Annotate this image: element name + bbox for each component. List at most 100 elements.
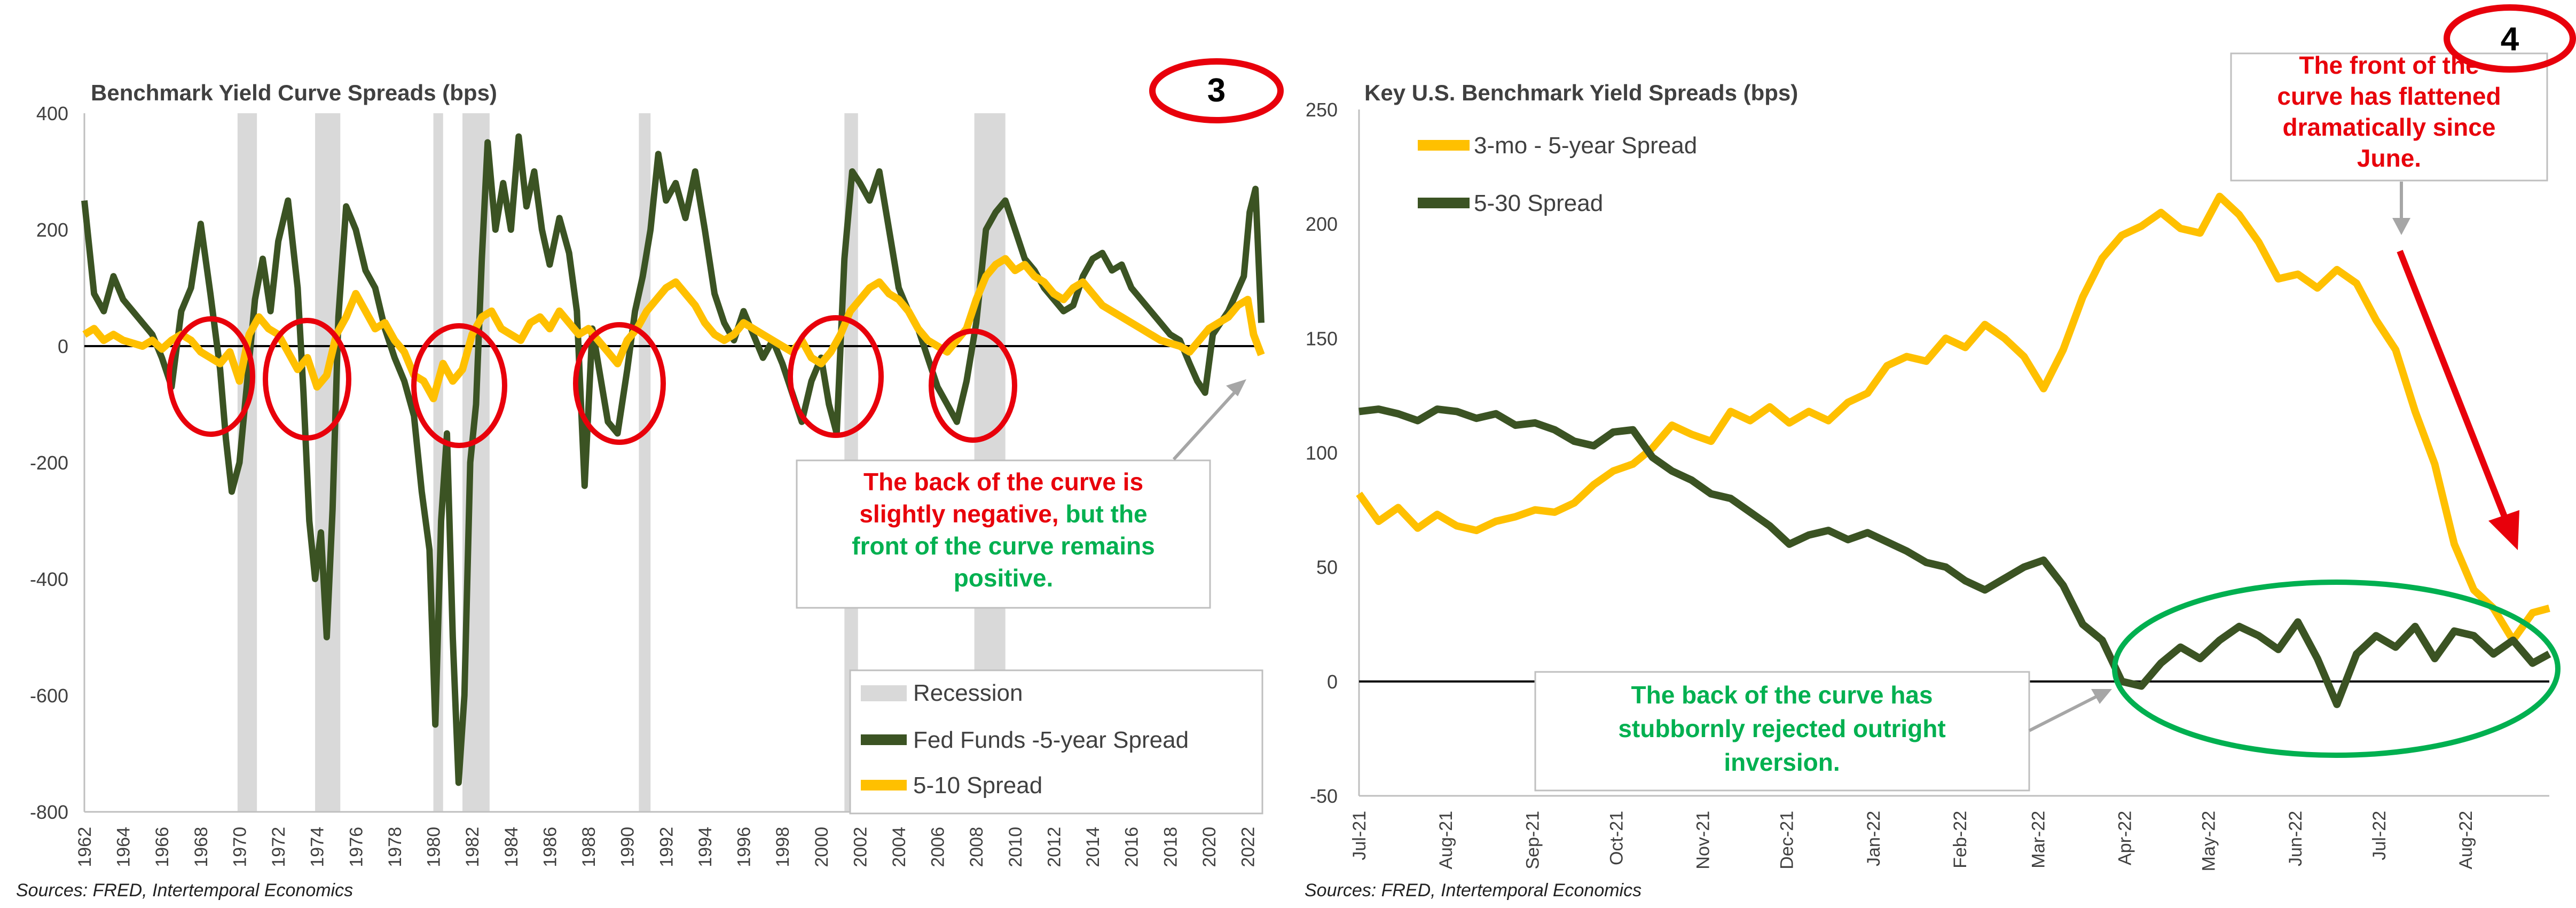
right-flattening-arrow <box>2397 249 2509 521</box>
right-chart: Key U.S. Benchmark Yield Spreads (bps) 2… <box>1306 4 2576 871</box>
y-tick-label: 400 <box>36 103 68 124</box>
y-tick-label: -50 <box>1310 785 1338 807</box>
y-tick-label: 150 <box>1306 327 1338 349</box>
x-tick-label: 1982 <box>462 827 483 867</box>
y-tick-label: 0 <box>1327 671 1338 693</box>
left-callout-arrow <box>1172 387 1239 461</box>
left-callout-line2a: slightly negative, <box>859 500 1058 528</box>
legend-530-label: 5-30 Spread <box>1474 190 1603 216</box>
y-tick-label: 200 <box>1306 213 1338 235</box>
left-badge: 3 <box>1149 58 1284 123</box>
right-callout-top-line3: dramatically since <box>2283 113 2496 141</box>
spread-5-10-line <box>82 255 1265 403</box>
right-callout-top-line2: curve has flattened <box>2277 82 2501 110</box>
right-callout-bottom-arrow <box>2028 694 2100 732</box>
right-callout-bottom-line3: inversion. <box>1724 748 1840 776</box>
right-callout-top-line4: June. <box>2357 144 2421 172</box>
x-tick-label: 1966 <box>152 827 172 867</box>
y-tick-label: -200 <box>30 452 68 474</box>
inversion-circle <box>411 323 507 448</box>
left-callout-line1: The back of the curve is <box>863 468 1143 496</box>
spread-3mo-5y-line <box>1356 192 2550 644</box>
svg-text:positive.: positive. <box>954 564 1054 592</box>
x-tick-label: Oct-21 <box>1606 811 1627 865</box>
left-callout-line3: front of the curve remains <box>852 532 1155 560</box>
x-tick-label: 1992 <box>656 827 677 867</box>
x-tick-label: 1986 <box>540 827 560 867</box>
legend-510-label: 5-10 Spread <box>913 772 1042 799</box>
legend-3mo5y-label: 3-mo - 5-year Spread <box>1474 132 1697 159</box>
x-tick-label: Apr-22 <box>2115 811 2135 865</box>
left-callout-line4: positive. <box>954 564 1054 592</box>
x-tick-label: Aug-21 <box>1436 811 1456 870</box>
left-legend: Recession Fed Funds -5-year Spread 5-10 … <box>849 669 1263 815</box>
right-series <box>1356 192 2551 708</box>
y-tick-label: -400 <box>30 568 68 590</box>
spread-5-30-line <box>1358 405 2551 708</box>
left-callout-arrowhead <box>1226 379 1246 396</box>
x-tick-label: Sep-21 <box>1522 811 1543 870</box>
svg-text:The back of the curve is: The back of the curve is <box>863 468 1143 496</box>
x-tick-label: 1994 <box>695 827 716 867</box>
right-x-axis: Jul-21 Aug-21 Sep-21 Oct-21 Nov-21 Dec-21 Jan-… <box>1349 795 2549 871</box>
x-tick-label: Jun-22 <box>2286 811 2306 866</box>
left-badge-number: 3 <box>1207 72 1226 109</box>
x-tick-label: 1988 <box>579 827 599 867</box>
right-callout-bottom-arrowhead <box>2091 689 2112 704</box>
x-tick-label: 2012 <box>1044 827 1064 867</box>
x-tick-label: 1978 <box>385 827 405 867</box>
x-tick-label: 2000 <box>812 827 832 867</box>
x-tick-label: 2006 <box>928 827 948 867</box>
x-tick-label: 2016 <box>1122 827 1142 867</box>
x-tick-label: Mar-22 <box>2028 811 2048 868</box>
right-chart-title: Key U.S. Benchmark Yield Spreads (bps) <box>1364 80 1798 105</box>
x-tick-label: 2004 <box>889 827 909 867</box>
right-badge: 4 <box>2444 4 2576 73</box>
left-series <box>81 133 1265 786</box>
x-tick-label: 2010 <box>1006 827 1026 867</box>
svg-text:front of the curve remains: front of the curve remains <box>852 532 1155 560</box>
inversion-circle <box>788 315 884 438</box>
x-tick-label: 1996 <box>734 827 755 867</box>
left-callout-line2b: but the <box>1059 500 1148 528</box>
x-tick-label: Feb-22 <box>1950 811 1970 868</box>
x-tick-label: 2002 <box>850 827 870 867</box>
right-callout-bottom: The back of the curve has stubbornly rej… <box>1534 671 2112 792</box>
y-tick-label: 0 <box>58 335 68 357</box>
right-callout-bottom-line1: The back of the curve has <box>1631 681 1933 709</box>
x-tick-label: 1972 <box>269 827 289 867</box>
left-source-note: Sources: FRED, Intertemporal Economics <box>16 880 354 901</box>
x-tick-label: 1984 <box>501 827 522 867</box>
y-tick-label: 250 <box>1306 99 1338 121</box>
x-tick-label: 1980 <box>424 827 444 867</box>
x-tick-label: 1974 <box>308 827 328 867</box>
right-callout-top-pointer-head <box>2392 218 2410 235</box>
y-tick-label: 50 <box>1316 557 1338 578</box>
x-tick-label: May-22 <box>2199 811 2219 871</box>
legend-recession-swatch <box>861 685 907 701</box>
x-tick-label: 2008 <box>967 827 987 867</box>
right-flattening-arrowhead <box>2488 510 2519 550</box>
x-tick-label: Jul-22 <box>2369 811 2390 860</box>
x-tick-label: 2018 <box>1160 827 1181 867</box>
x-tick-label: 1964 <box>114 827 134 867</box>
left-x-axis: 1962 1964 1966 1968 1970 1972 1974 1976 1978 1980… <box>75 811 1261 867</box>
right-callout-top: The front of the curve has flattened dra… <box>2230 51 2548 235</box>
right-highlight-ellipse <box>2112 580 2561 758</box>
x-tick-label: 2020 <box>1199 827 1220 867</box>
legend-recession-label: Recession <box>913 680 1023 706</box>
x-tick-label: 1998 <box>773 827 793 867</box>
x-tick-label: 2014 <box>1083 827 1103 867</box>
right-legend: 3-mo - 5-year Spread 5-30 Spread <box>1418 132 1697 216</box>
inversion-circle <box>573 322 666 445</box>
y-tick-label: 100 <box>1306 442 1338 464</box>
left-chart-title: Benchmark Yield Curve Spreads (bps) <box>91 80 497 105</box>
right-callout-top-line1: The front of the <box>2299 51 2479 79</box>
left-chart: Benchmark Yield Curve Spreads (bps) 400 2… <box>30 58 1284 867</box>
x-tick-label: 1968 <box>191 827 211 867</box>
right-callout-bottom-line2: stubbornly rejected outright <box>1618 715 1945 742</box>
fedfunds-5y-line <box>81 133 1265 786</box>
legend-fedfunds-label: Fed Funds -5-year Spread <box>913 727 1189 753</box>
x-tick-label: Jul-21 <box>1349 811 1370 860</box>
